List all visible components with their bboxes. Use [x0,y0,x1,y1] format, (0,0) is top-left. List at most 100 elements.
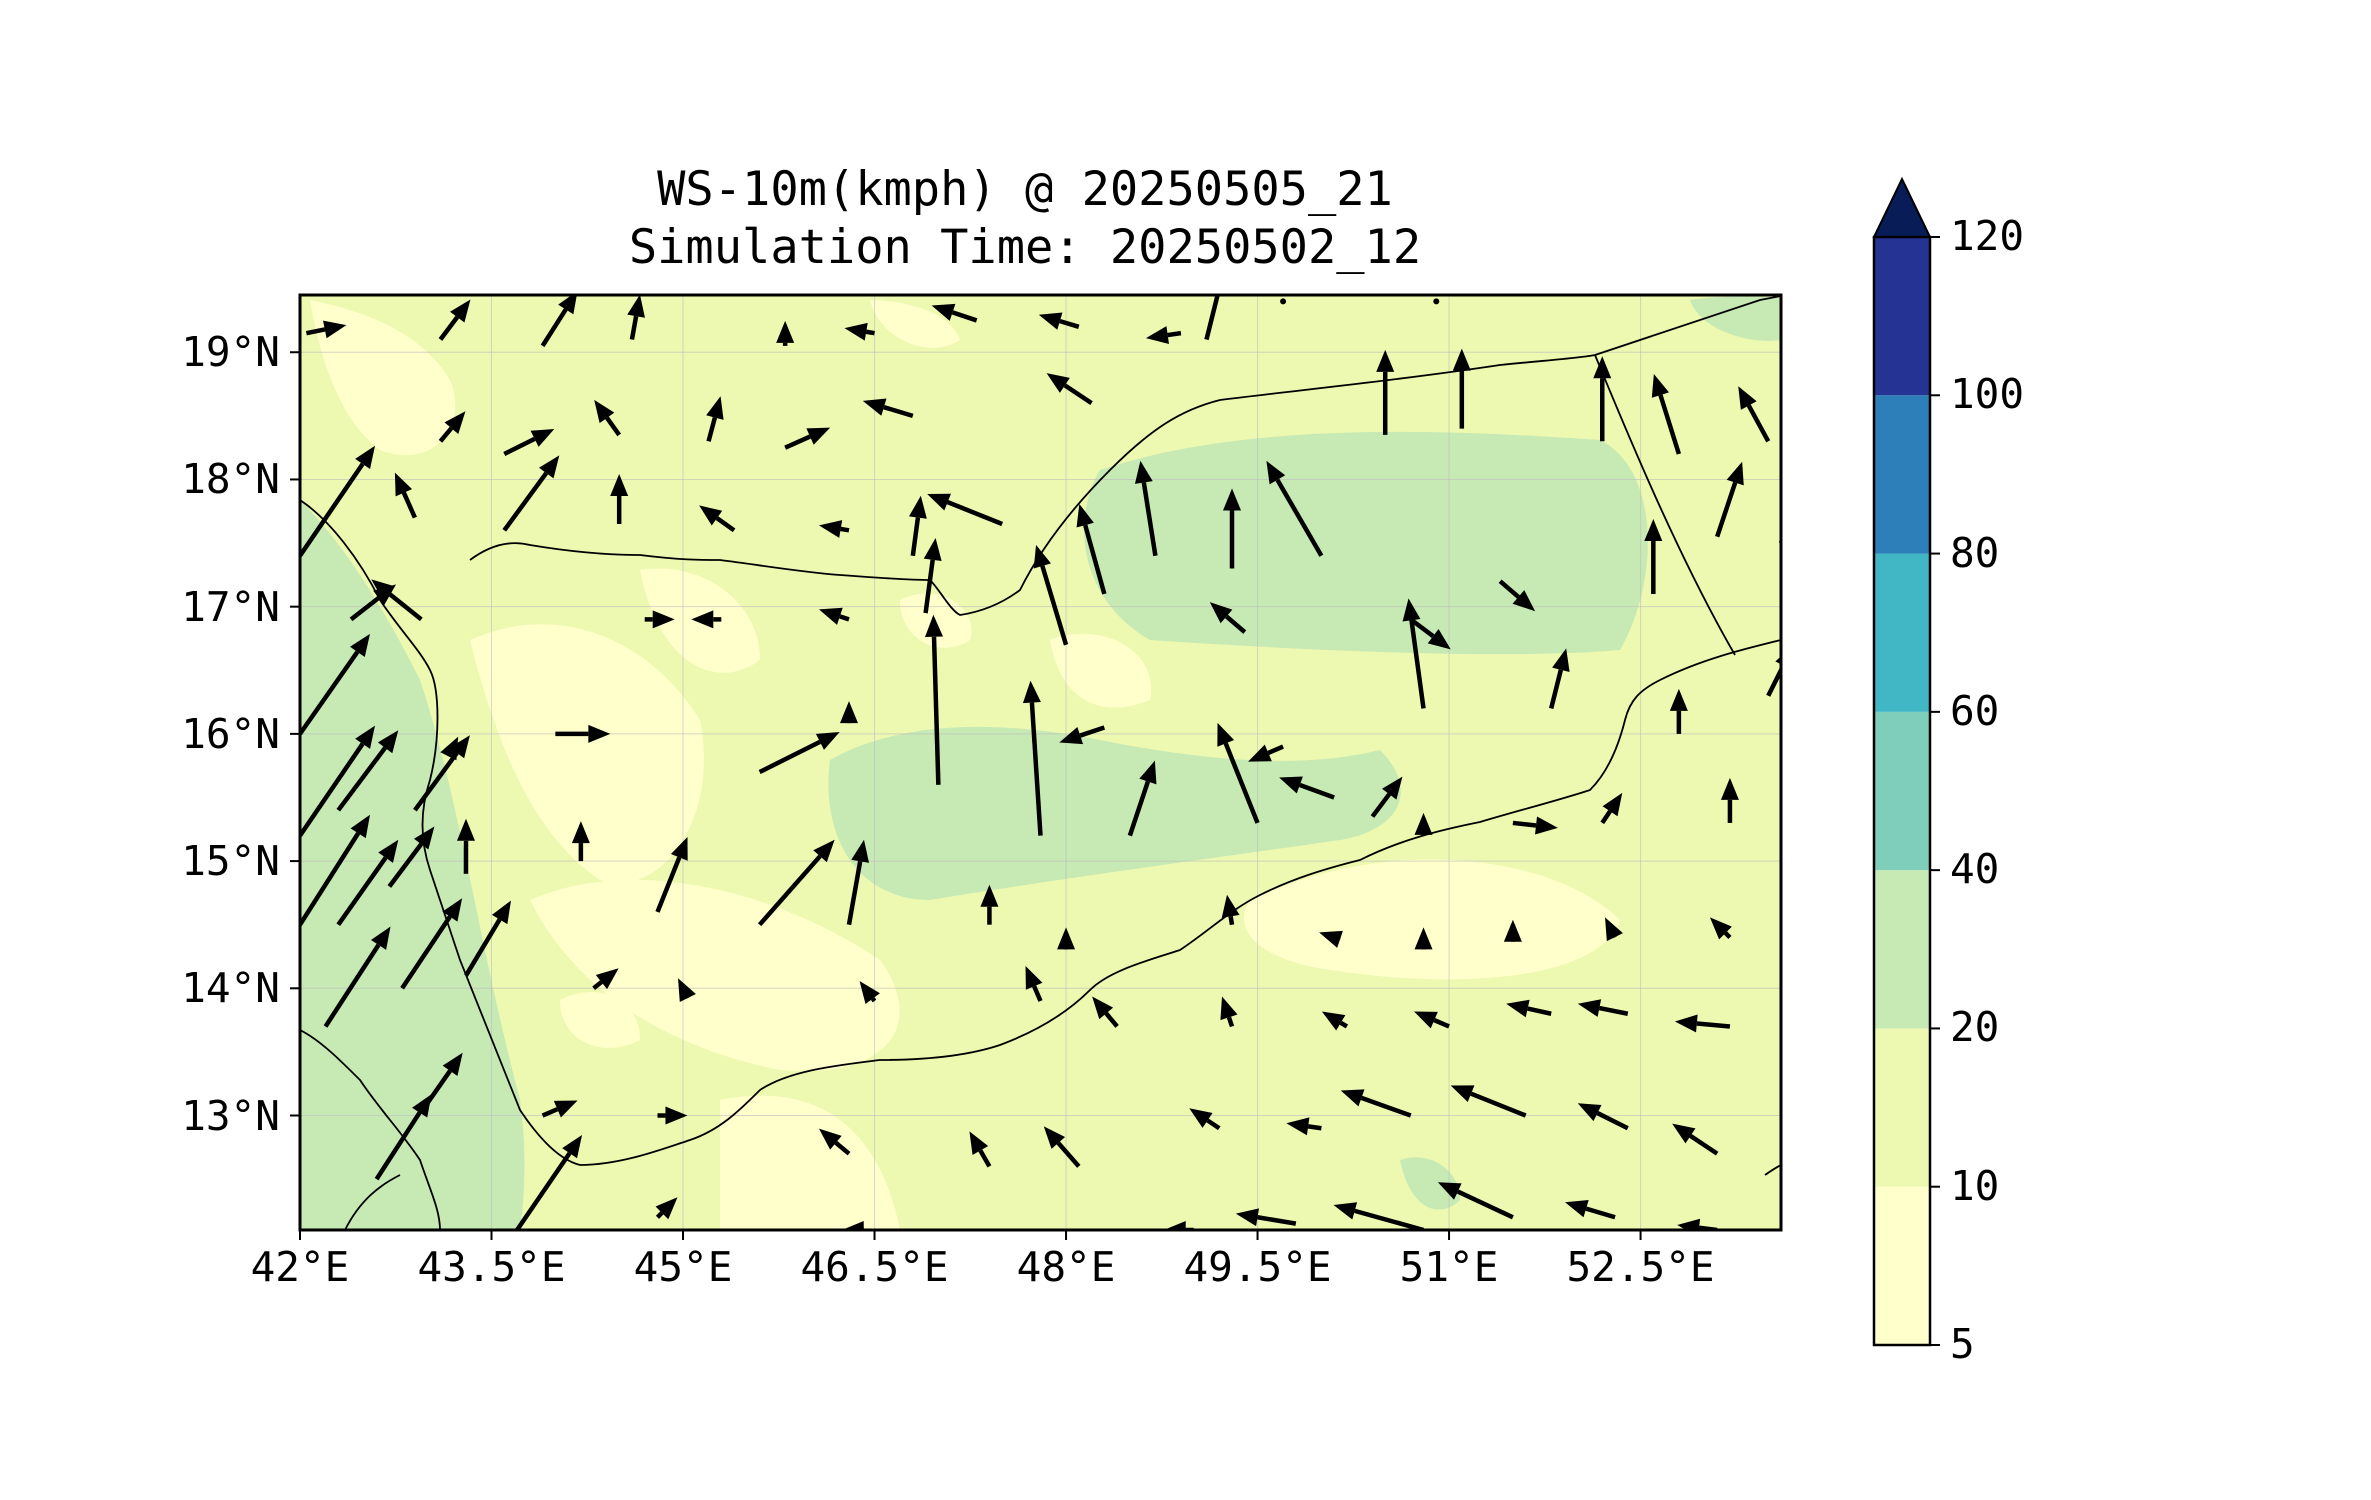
lat-tick-label: 19°N [181,328,280,377]
map-title-line1: WS-10m(kmph) @ 20250505_21 [657,162,1393,217]
eritrea-coast [300,1029,441,1230]
wind-arrow [400,898,463,990]
wind-arrow [1651,374,1682,455]
wind-arrow [969,1131,992,1168]
wind-arrow [1778,535,1781,544]
lat-tick-label: 15°N [181,837,280,886]
wind-arrow [1235,1208,1297,1227]
wind-arrow [1340,1089,1412,1118]
wind-arrow [1127,760,1157,837]
wind-arrow [1577,1103,1629,1131]
axis-ticks [290,351,1642,1240]
red-sea-coast [300,499,581,1166]
wind-arrow [1720,777,1739,823]
colorbar-segment [1874,395,1930,554]
wind-arrow [1280,298,1287,305]
wind-arrow [839,701,858,724]
yemen-oman-border [1594,295,1781,356]
wind-arrow [841,1221,864,1230]
wind-arrow [555,724,611,743]
wind-arrow [1414,1011,1450,1029]
wind-arrow [655,1197,678,1220]
wind-arrow [644,610,675,629]
wind-arrow [1209,602,1247,634]
wind-arrow [1286,1117,1322,1136]
wind-arrow [413,735,470,812]
wind-arrow [305,320,347,339]
wind-arrow [300,725,375,837]
wind-arrow [846,839,870,926]
wind-arrow [1644,518,1663,594]
low-wind-region [530,880,900,1072]
colorbar-tick-label: 40 [1950,845,2000,894]
wind-arrow [923,538,942,614]
wind-arrow [1549,648,1570,709]
colorbar-tick-label: 20 [1950,1003,2000,1052]
colorbar [1872,176,1940,1347]
wind-arrow [1414,927,1433,950]
low-wind-region [1050,633,1152,708]
wind-arrow [300,814,370,926]
low-wind-region [470,624,704,884]
colorbar-segment [1874,711,1930,871]
lon-tick-label: 46.5°E [800,1243,949,1291]
lon-tick-label: 43.5°E [417,1243,566,1291]
lat-tick-label: 14°N [181,964,280,1013]
wind-arrow [784,427,831,450]
wind-arrow [1409,617,1451,650]
wind-arrow [1321,1011,1349,1031]
wind-arrow [1076,503,1107,595]
wind-arrow [818,520,850,538]
wind-arrow [908,495,927,557]
wind-arrow [1512,816,1558,835]
lon-tick-label: 48°E [1016,1243,1116,1291]
wind-arrow [1279,776,1335,800]
wind-arrow [515,1135,583,1230]
wind-arrow [503,429,555,457]
wind-arrow [1248,744,1284,762]
wind-arrow [757,839,835,927]
wind-arrow [502,455,560,532]
lon-tick-label: 49.5°E [1183,1243,1332,1291]
wind-arrow [655,836,688,913]
wind-arrow [1565,1199,1616,1220]
wind-arrow [1189,1108,1221,1131]
wind-arrow [1057,927,1076,950]
wind-arrow [818,1128,851,1156]
wind-arrow [1674,1014,1731,1033]
wind-arrow [1220,996,1238,1028]
wind-arrow [594,399,622,437]
wind-arrow [844,322,875,341]
saudi-oman-border [1594,354,1736,656]
wind-arrow [1593,356,1612,442]
wind-arrow [610,473,629,524]
wind-arrow [1333,1202,1425,1230]
wind-arrow [758,732,840,775]
wind-arrow [1577,999,1629,1017]
moderate-wind-region [300,500,525,1230]
colorbar-segment [1874,553,1930,712]
wind-arrow [336,839,399,926]
wind-arrow [374,1094,432,1181]
wind-arrow [678,978,696,1003]
colorbar-segment [1874,1028,1930,1187]
wind-arrow [1452,348,1471,429]
colorbar-segment [1874,1186,1930,1345]
wind-arrow [927,493,1004,527]
wind-arrow [541,1100,578,1118]
wind-arrow [1370,776,1403,818]
wind-arrow [776,320,795,346]
low-wind-region [870,300,960,348]
wind-arrow [1025,966,1043,1002]
wind-arrow [1266,460,1324,557]
wind-arrow [1414,812,1433,835]
wind-arrow [464,900,511,977]
colorbar-segment [1874,870,1930,1029]
wind-arrow [387,826,435,888]
wind-arrow [300,633,370,736]
colorbar-tick-label: 100 [1950,370,2025,419]
wind-arrow [691,610,722,629]
lon-tick-label: 51°E [1399,1243,1499,1291]
wind-arrow [1204,295,1220,341]
